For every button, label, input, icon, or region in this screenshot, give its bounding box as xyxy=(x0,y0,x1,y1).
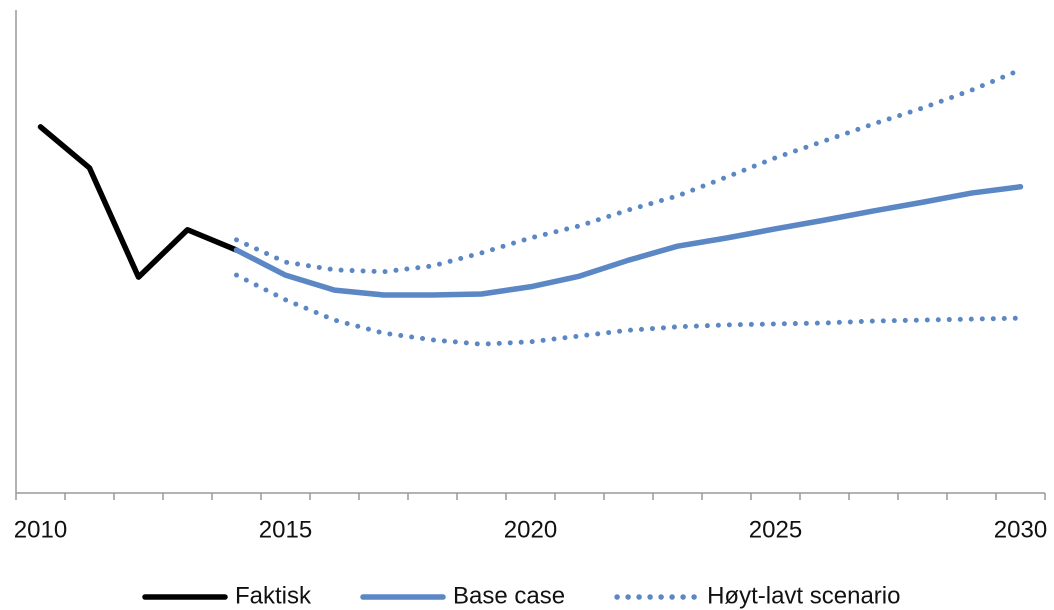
series-line xyxy=(234,67,1023,275)
x-tick-label: 2020 xyxy=(504,516,557,543)
series-line xyxy=(233,184,1024,298)
x-tick-label: 2010 xyxy=(14,516,67,543)
legend-label: Høyt-lavt scenario xyxy=(707,582,900,609)
series-line xyxy=(234,272,1023,347)
legend-label: Faktisk xyxy=(235,582,312,609)
x-tick-label: 2030 xyxy=(994,516,1047,543)
x-tick-label: 2015 xyxy=(259,516,312,543)
legend-label: Base case xyxy=(453,582,565,609)
series-line xyxy=(37,124,240,280)
x-tick-label: 2025 xyxy=(749,516,802,543)
